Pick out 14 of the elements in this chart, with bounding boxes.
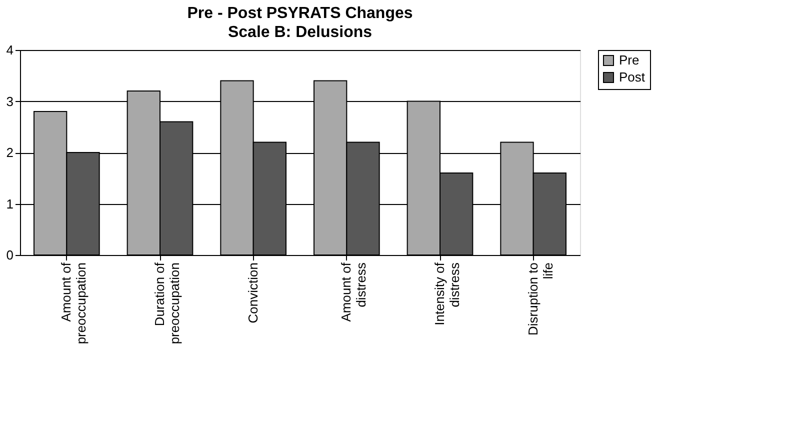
y-tick-label: 3 (6, 94, 14, 109)
x-tick-label: Intensity of distress (432, 262, 462, 326)
x-tick-label: Amount of preoccupation (58, 262, 89, 344)
y-tick-label: 0 (6, 248, 14, 262)
legend-label: Pre (619, 52, 640, 68)
y-tick-label: 2 (6, 145, 14, 160)
y-tick-label: 4 (6, 42, 14, 58)
x-tick-label: Amount of distress (338, 262, 369, 322)
x-tick-label: Disruption to life (525, 262, 556, 336)
legend-label: Post (619, 70, 646, 84)
chart-title: Pre - Post PSYRATS Changes (187, 5, 413, 22)
chart-subtitle: Scale B: Delusions (228, 24, 372, 41)
x-tick-label: Conviction (245, 262, 260, 324)
y-tick-label: 1 (6, 196, 14, 212)
